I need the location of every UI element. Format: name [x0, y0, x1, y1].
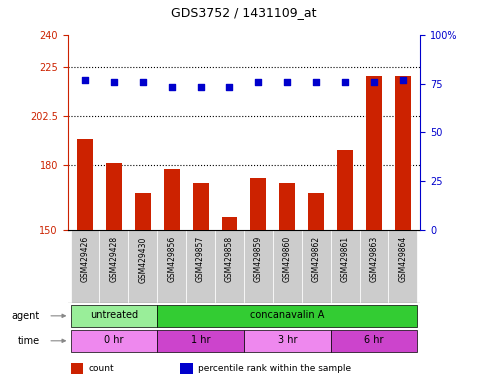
Point	[110, 78, 118, 84]
Bar	[279, 182, 295, 230]
Point	[81, 76, 89, 83]
Point	[399, 76, 407, 83]
Bar	[302, 230, 331, 303]
Point	[139, 78, 147, 84]
Point	[370, 78, 378, 84]
Text: GSM429864: GSM429864	[398, 236, 407, 283]
Text: 0 hr: 0 hr	[104, 335, 124, 345]
Text: concanavalin A: concanavalin A	[250, 310, 325, 320]
Bar	[71, 305, 157, 327]
Bar	[71, 329, 157, 352]
Bar	[388, 230, 417, 303]
Bar	[71, 230, 99, 303]
Text: GSM429426: GSM429426	[81, 236, 89, 283]
Bar	[331, 329, 417, 352]
Bar	[186, 230, 215, 303]
Text: time: time	[17, 336, 40, 346]
Bar	[71, 363, 84, 374]
Text: GSM429862: GSM429862	[312, 236, 321, 282]
Point	[313, 78, 320, 84]
Bar	[106, 163, 122, 230]
Bar	[215, 230, 244, 303]
Point	[168, 84, 175, 91]
Point	[341, 78, 349, 84]
Bar	[331, 230, 359, 303]
Bar	[157, 305, 417, 327]
Bar	[244, 230, 273, 303]
Text: count: count	[89, 364, 114, 373]
Bar	[337, 150, 353, 230]
Text: GSM429859: GSM429859	[254, 236, 263, 283]
Text: GDS3752 / 1431109_at: GDS3752 / 1431109_at	[171, 6, 317, 19]
Bar	[308, 194, 324, 230]
Text: agent: agent	[11, 311, 40, 321]
Text: 3 hr: 3 hr	[278, 335, 297, 345]
Bar	[77, 139, 93, 230]
Bar	[164, 169, 180, 230]
Bar	[244, 329, 331, 352]
Text: GSM429430: GSM429430	[138, 236, 147, 283]
Text: 6 hr: 6 hr	[364, 335, 384, 345]
Text: percentile rank within the sample: percentile rank within the sample	[198, 364, 351, 373]
Bar	[135, 194, 151, 230]
Text: GSM429860: GSM429860	[283, 236, 292, 283]
Text: GSM429857: GSM429857	[196, 236, 205, 283]
Bar	[128, 230, 157, 303]
Bar	[157, 230, 186, 303]
Bar	[181, 363, 193, 374]
Text: GSM429858: GSM429858	[225, 236, 234, 282]
Bar	[157, 329, 244, 352]
Bar	[359, 230, 388, 303]
Point	[255, 78, 262, 84]
Point	[197, 84, 204, 91]
Bar	[273, 230, 302, 303]
Text: 1 hr: 1 hr	[191, 335, 210, 345]
Text: GSM429428: GSM429428	[109, 236, 118, 282]
Point	[226, 84, 233, 91]
Text: untreated: untreated	[90, 310, 138, 320]
Bar	[99, 230, 128, 303]
Bar	[193, 182, 209, 230]
Point	[284, 78, 291, 84]
Text: GSM429856: GSM429856	[167, 236, 176, 283]
Text: GSM429863: GSM429863	[369, 236, 379, 283]
Bar	[250, 178, 266, 230]
Bar	[366, 76, 382, 230]
Bar	[395, 76, 411, 230]
Text: GSM429861: GSM429861	[341, 236, 350, 282]
Bar	[222, 217, 238, 230]
